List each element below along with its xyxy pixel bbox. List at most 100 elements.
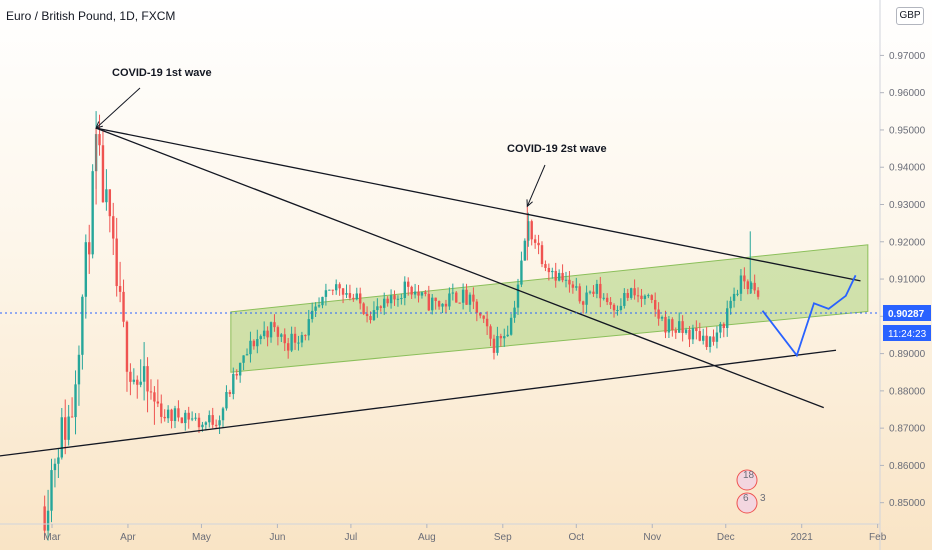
candle-body [297,342,300,344]
candle-body [708,336,712,348]
candle-body [166,409,170,419]
candle-body [688,329,691,340]
candle-body [125,321,129,372]
trendlines[interactable] [0,127,861,457]
candle-body [393,295,396,300]
candle-body [448,293,451,307]
candle-body [396,298,400,300]
candle-body [98,134,101,146]
annotation-first-wave: COVID-19 1st wave [112,67,212,79]
candle-body [681,321,684,333]
candle-body [431,297,434,311]
candle-body [527,221,530,241]
trend-channel[interactable] [230,244,869,373]
trendline-rising-support [0,349,837,457]
event-marker[interactable] [736,469,758,491]
candle-body [509,317,513,335]
candle-body [74,384,77,418]
candle-body [664,316,667,333]
candle-body [64,417,67,440]
time-tick-label: Jul [345,532,358,543]
price-tick-label: 0.97000 [889,51,926,62]
candle-body [503,336,506,339]
candle-body [403,281,406,299]
candle-body [208,415,211,423]
candle-body [163,416,166,419]
candle-body [180,417,184,424]
candle-body [736,293,739,295]
candle-body [238,362,242,376]
candle-body [461,289,465,303]
projection-line [761,274,857,358]
candle-body [156,401,160,404]
candle-body [321,296,324,306]
time-tick-label: Jun [269,532,285,543]
candle-body [561,272,564,281]
candle-body [523,240,527,261]
candle-body [468,294,472,305]
candle-body [132,379,136,382]
candle-body [530,221,533,240]
candle-body [101,145,105,203]
candle-body [50,470,53,511]
candle-body [211,415,214,425]
candle-body [359,293,362,304]
candle-body [345,293,348,295]
candle-body [756,290,760,297]
candle-body [647,295,650,297]
candle-body [379,306,382,308]
candle-body [739,275,743,294]
candle-body [619,305,623,310]
candle-body [691,328,695,340]
currency-badge[interactable]: GBP [896,7,924,25]
price-tick-label: 0.96000 [889,88,926,99]
candle-body [678,321,681,333]
event-markers[interactable]: 18 6 3 [736,469,766,514]
candle-body [674,330,677,333]
candle-body [77,354,81,385]
candle-body [629,288,633,298]
event-marker[interactable] [736,492,758,514]
candle-body [444,303,448,307]
trendline-upper-resistance [95,127,861,282]
candle-body [204,422,208,425]
candle-body [194,417,197,419]
candle-body [348,293,352,298]
countdown-tag [883,325,931,341]
candle-body [307,319,310,336]
candle-body [626,292,629,298]
candle-body [475,301,479,313]
candle-body [170,409,173,422]
candle-body [153,392,156,402]
candle-body [482,315,485,319]
projection-path[interactable] [761,274,857,358]
candle-body [568,279,571,285]
chart-title: Euro / British Pound, 1D, FXCM [6,9,176,23]
candle-body [633,288,636,296]
candle-body [513,307,516,318]
candle-body [269,322,273,338]
candle-body [605,297,609,303]
candle-body [105,189,108,203]
candle-body [46,510,50,531]
price-axis[interactable]: 0.97000 0.96000 0.95000 0.94000 0.93000 0.920… [879,0,926,550]
candle-body [410,286,413,295]
candle-body [67,416,70,440]
candle-body [485,318,489,327]
annotation-arrow-second-wave-head [526,199,533,208]
time-tick-label: Mar [43,532,61,543]
candle-body [705,335,708,348]
candle-body [575,286,578,288]
price-tick-label: 0.89000 [889,349,926,360]
time-axis[interactable]: Mar Apr May Jun Jul Aug Sep Oct Nov Dec 2021 Feb [0,523,887,543]
candle-body [726,308,729,329]
candle-body [283,334,286,344]
time-tick-label: Nov [643,532,661,543]
candle-body [221,408,225,421]
candle-body [496,335,499,353]
candle-body [383,298,386,308]
candle-body [592,291,595,294]
candle-body [547,267,551,273]
candle-body [712,336,715,342]
